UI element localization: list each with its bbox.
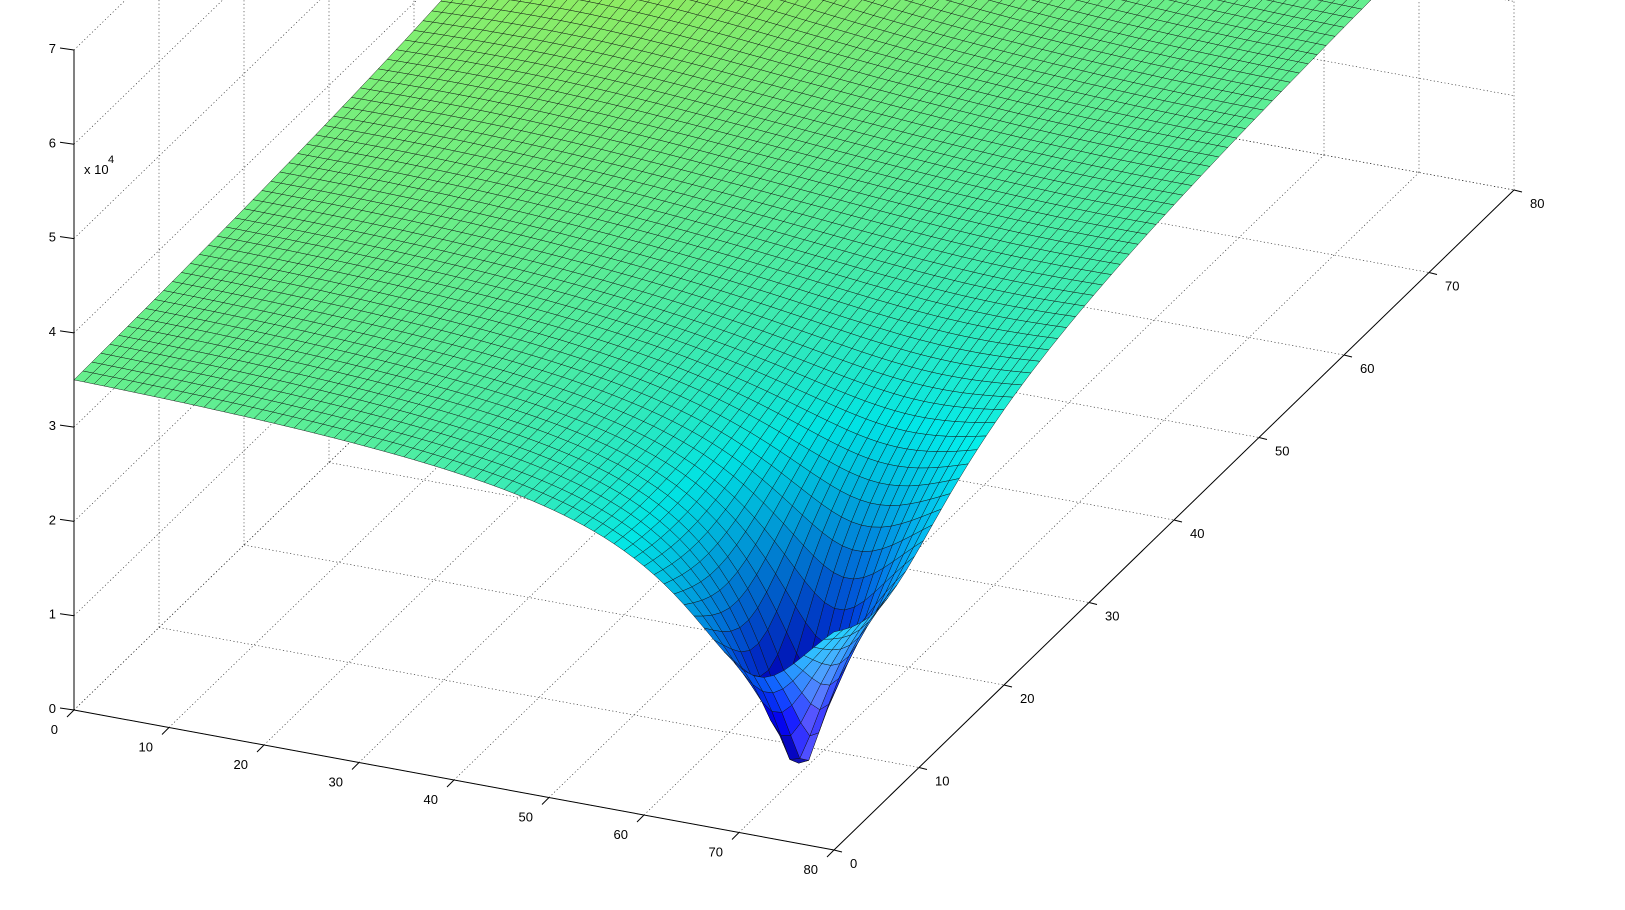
y-tick [918,767,928,770]
grid-line-floor [243,544,1005,686]
x-tick [541,797,550,805]
x-tick [636,814,645,823]
z-tick [59,141,75,145]
y-tick [1428,272,1438,275]
z-tick [59,236,75,240]
y-tick [1258,437,1268,440]
surface-mesh [73,0,1372,764]
z-tick [59,613,75,617]
y-tick [1343,354,1353,358]
grid-line-floor [158,627,920,768]
z-tick [59,47,75,51]
y-tick [1173,519,1183,523]
x-tick [446,779,455,788]
z-tick [59,424,75,428]
x-tick [161,727,170,735]
y-tick [833,849,843,853]
x-tick [826,849,835,858]
z-tick [59,707,75,711]
y-tick [1088,602,1098,605]
z-tick [59,330,75,334]
x-tick [256,744,265,753]
x-tick [731,832,740,840]
z-tick [59,518,75,522]
x-tick [351,762,360,770]
y-tick [1513,189,1523,193]
y-tick [1003,684,1013,688]
x-tick [66,709,75,718]
